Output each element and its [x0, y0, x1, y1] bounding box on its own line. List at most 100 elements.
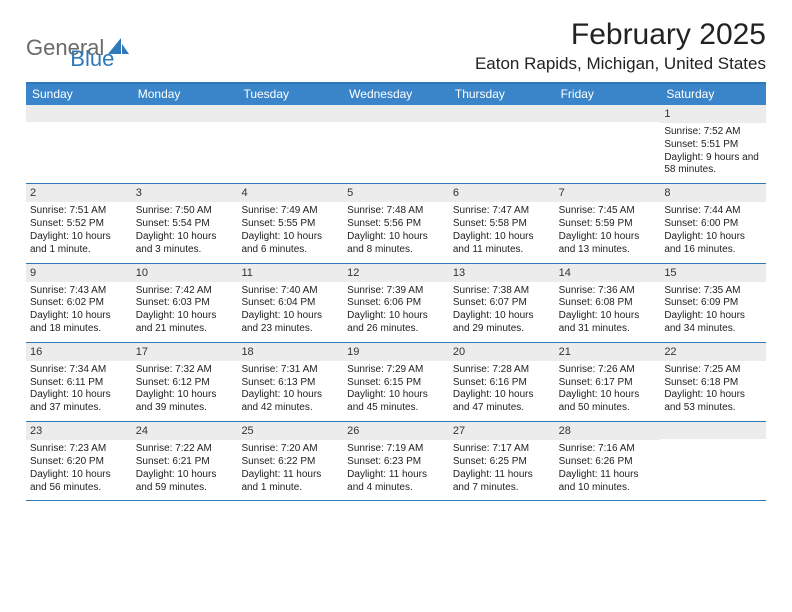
day-cell: 10Sunrise: 7:42 AMSunset: 6:03 PMDayligh…	[132, 264, 238, 342]
dow-cell: Sunday	[26, 84, 132, 105]
day-number: 21	[555, 343, 661, 361]
day-number-empty	[132, 105, 238, 122]
day-details: Sunrise: 7:36 AMSunset: 6:08 PMDaylight:…	[559, 285, 657, 336]
day-number: 23	[26, 422, 132, 440]
day-cell: 24Sunrise: 7:22 AMSunset: 6:21 PMDayligh…	[132, 422, 238, 500]
day-number-empty	[555, 105, 661, 122]
day-cell: 28 Sunrise: 7:16 AMSunset: 6:26 PMDayligh…	[555, 422, 661, 500]
day-details: Sunrise: 7:35 AMSunset: 6:09 PMDaylight:…	[664, 285, 762, 336]
day-details: Sunrise: 7:50 AMSunset: 5:54 PMDaylight:…	[136, 205, 234, 256]
day-cell: 17 Sunrise: 7:32 AMSunset: 6:12 PMDayligh…	[132, 343, 238, 421]
day-number: 1	[660, 105, 766, 123]
day-number-empty	[449, 105, 555, 122]
day-number: 24	[132, 422, 238, 440]
day-cell: 25 Sunrise: 7:20 AMSunset: 6:22 PMDayligh…	[237, 422, 343, 500]
dow-cell: Friday	[555, 84, 661, 105]
day-number-empty	[26, 105, 132, 122]
day-details: Sunrise: 7:44 AMSunset: 6:00 PMDaylight:…	[664, 205, 762, 256]
day-cell: 15 Sunrise: 7:35 AMSunset: 6:09 PMDayligh…	[660, 264, 766, 342]
day-cell: 1 Sunrise: 7:52 AMSunset: 5:51 PMDaylight…	[660, 105, 766, 183]
day-number-empty	[660, 422, 766, 439]
day-of-week-header: SundayMondayTuesdayWednesdayThursdayFrid…	[26, 84, 766, 105]
day-cell: 4Sunrise: 7:49 AMSunset: 5:55 PMDaylight…	[237, 184, 343, 262]
location: Eaton Rapids, Michigan, United States	[475, 54, 766, 74]
day-details: Sunrise: 7:51 AMSunset: 5:52 PMDaylight:…	[30, 205, 128, 256]
day-cell	[132, 105, 238, 183]
day-number: 27	[449, 422, 555, 440]
day-cell: 16 Sunrise: 7:34 AMSunset: 6:11 PMDayligh…	[26, 343, 132, 421]
day-cell: 9 Sunrise: 7:43 AMSunset: 6:02 PMDaylight…	[26, 264, 132, 342]
dow-cell: Saturday	[660, 84, 766, 105]
day-cell	[343, 105, 449, 183]
dow-cell: Wednesday	[343, 84, 449, 105]
day-cell: 19 Sunrise: 7:29 AMSunset: 6:15 PMDayligh…	[343, 343, 449, 421]
day-number-empty	[237, 105, 343, 122]
day-details: Sunrise: 7:25 AMSunset: 6:18 PMDaylight:…	[664, 364, 762, 415]
day-cell: 18Sunrise: 7:31 AMSunset: 6:13 PMDayligh…	[237, 343, 343, 421]
day-cell: 14 Sunrise: 7:36 AMSunset: 6:08 PMDayligh…	[555, 264, 661, 342]
dow-cell: Tuesday	[237, 84, 343, 105]
title-block: February 2025 Eaton Rapids, Michigan, Un…	[475, 18, 766, 74]
day-cell: 5 Sunrise: 7:48 AMSunset: 5:56 PMDaylight…	[343, 184, 449, 262]
day-details: Sunrise: 7:48 AMSunset: 5:56 PMDaylight:…	[347, 205, 445, 256]
day-cell: 23Sunrise: 7:23 AMSunset: 6:20 PMDayligh…	[26, 422, 132, 500]
day-cell: 12 Sunrise: 7:39 AMSunset: 6:06 PMDayligh…	[343, 264, 449, 342]
month-title: February 2025	[475, 18, 766, 52]
day-number: 12	[343, 264, 449, 282]
day-cell: 22 Sunrise: 7:25 AMSunset: 6:18 PMDayligh…	[660, 343, 766, 421]
day-cell: 26Sunrise: 7:19 AMSunset: 6:23 PMDayligh…	[343, 422, 449, 500]
day-number: 7	[555, 184, 661, 202]
day-number: 13	[449, 264, 555, 282]
day-cell: 27 Sunrise: 7:17 AMSunset: 6:25 PMDayligh…	[449, 422, 555, 500]
day-number: 2	[26, 184, 132, 202]
day-cell	[555, 105, 661, 183]
day-details: Sunrise: 7:52 AMSunset: 5:51 PMDaylight:…	[664, 126, 762, 177]
day-number: 5	[343, 184, 449, 202]
day-cell: 8 Sunrise: 7:44 AMSunset: 6:00 PMDaylight…	[660, 184, 766, 262]
day-number: 22	[660, 343, 766, 361]
day-number: 14	[555, 264, 661, 282]
day-details: Sunrise: 7:34 AMSunset: 6:11 PMDaylight:…	[30, 364, 128, 415]
day-number: 16	[26, 343, 132, 361]
day-number: 6	[449, 184, 555, 202]
day-details: Sunrise: 7:28 AMSunset: 6:16 PMDaylight:…	[453, 364, 551, 415]
day-cell: 11Sunrise: 7:40 AMSunset: 6:04 PMDayligh…	[237, 264, 343, 342]
day-number: 26	[343, 422, 449, 440]
day-details: Sunrise: 7:45 AMSunset: 5:59 PMDaylight:…	[559, 205, 657, 256]
day-details: Sunrise: 7:43 AMSunset: 6:02 PMDaylight:…	[30, 285, 128, 336]
day-details: Sunrise: 7:20 AMSunset: 6:22 PMDaylight:…	[241, 443, 339, 494]
week-row: 9 Sunrise: 7:43 AMSunset: 6:02 PMDaylight…	[26, 264, 766, 343]
day-number: 9	[26, 264, 132, 282]
day-number: 15	[660, 264, 766, 282]
day-details: Sunrise: 7:39 AMSunset: 6:06 PMDaylight:…	[347, 285, 445, 336]
day-cell: 6 Sunrise: 7:47 AMSunset: 5:58 PMDaylight…	[449, 184, 555, 262]
day-number: 19	[343, 343, 449, 361]
day-details: Sunrise: 7:47 AMSunset: 5:58 PMDaylight:…	[453, 205, 551, 256]
day-number: 8	[660, 184, 766, 202]
day-number: 3	[132, 184, 238, 202]
day-cell: 7 Sunrise: 7:45 AMSunset: 5:59 PMDaylight…	[555, 184, 661, 262]
day-details: Sunrise: 7:31 AMSunset: 6:13 PMDaylight:…	[241, 364, 339, 415]
day-number: 4	[237, 184, 343, 202]
day-details: Sunrise: 7:29 AMSunset: 6:15 PMDaylight:…	[347, 364, 445, 415]
day-details: Sunrise: 7:17 AMSunset: 6:25 PMDaylight:…	[453, 443, 551, 494]
day-details: Sunrise: 7:16 AMSunset: 6:26 PMDaylight:…	[559, 443, 657, 494]
dow-cell: Thursday	[449, 84, 555, 105]
day-cell	[660, 422, 766, 500]
day-number: 25	[237, 422, 343, 440]
day-cell	[449, 105, 555, 183]
day-details: Sunrise: 7:38 AMSunset: 6:07 PMDaylight:…	[453, 285, 551, 336]
day-details: Sunrise: 7:26 AMSunset: 6:17 PMDaylight:…	[559, 364, 657, 415]
day-cell: 13 Sunrise: 7:38 AMSunset: 6:07 PMDayligh…	[449, 264, 555, 342]
day-cell: 3 Sunrise: 7:50 AMSunset: 5:54 PMDaylight…	[132, 184, 238, 262]
day-number: 11	[237, 264, 343, 282]
day-cell: 20Sunrise: 7:28 AMSunset: 6:16 PMDayligh…	[449, 343, 555, 421]
week-row: 16 Sunrise: 7:34 AMSunset: 6:11 PMDayligh…	[26, 343, 766, 422]
dow-cell: Monday	[132, 84, 238, 105]
logo-word-2: Blue	[70, 46, 114, 72]
day-number: 28	[555, 422, 661, 440]
day-cell: 21 Sunrise: 7:26 AMSunset: 6:17 PMDayligh…	[555, 343, 661, 421]
week-row: 1 Sunrise: 7:52 AMSunset: 5:51 PMDaylight…	[26, 105, 766, 184]
day-number: 17	[132, 343, 238, 361]
day-details: Sunrise: 7:32 AMSunset: 6:12 PMDaylight:…	[136, 364, 234, 415]
